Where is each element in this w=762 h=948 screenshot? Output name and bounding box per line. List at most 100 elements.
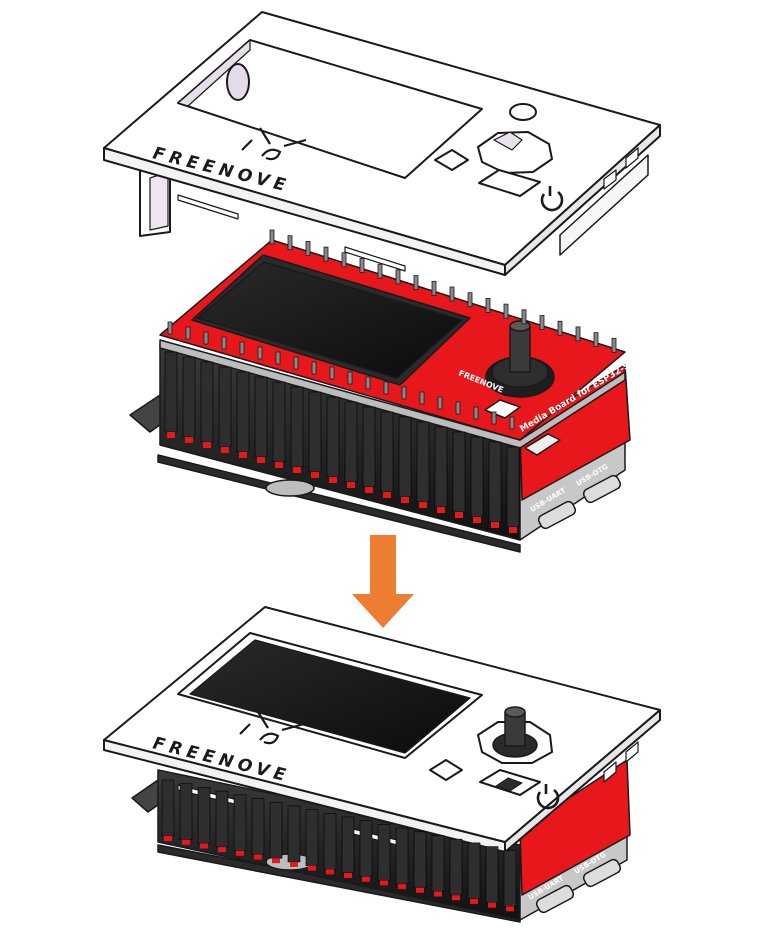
header-slot-pin xyxy=(239,452,247,458)
header-slot xyxy=(200,361,214,443)
header-pin xyxy=(167,321,173,335)
header-slot-pin xyxy=(437,507,445,513)
header-slot-pin xyxy=(275,462,283,468)
header-slot-pin xyxy=(470,898,478,904)
header-slot-pin xyxy=(203,442,211,448)
header-pin xyxy=(383,381,389,395)
header-slot xyxy=(359,820,373,878)
header-slots-bottom xyxy=(161,779,517,912)
header-slot xyxy=(197,787,211,844)
header-pin xyxy=(305,240,311,256)
header-slot-pin xyxy=(311,472,319,478)
header-pin xyxy=(449,286,455,302)
header-slot-pin xyxy=(488,902,496,908)
header-slot-pin xyxy=(182,839,190,845)
header-slot-pin xyxy=(347,482,355,488)
header-slot xyxy=(506,446,520,528)
header-slot-pin xyxy=(329,477,337,483)
header-pin xyxy=(491,411,497,425)
header-slot xyxy=(452,431,466,513)
header-pin xyxy=(431,280,437,296)
header-slot xyxy=(215,790,229,848)
header-slot xyxy=(467,842,481,900)
header-slot xyxy=(305,809,319,866)
header-slot xyxy=(287,805,301,863)
header-slot-pin xyxy=(509,527,517,533)
header-pin xyxy=(575,326,581,342)
header-slots xyxy=(164,351,520,533)
header-slot xyxy=(161,779,175,837)
header-slot xyxy=(236,371,250,453)
header-slot xyxy=(503,849,517,907)
header-slot-pin xyxy=(167,432,175,438)
header-slot-pin xyxy=(293,467,301,473)
header-slot-pin xyxy=(200,843,208,849)
header-slot-pin xyxy=(344,873,352,878)
header-pin xyxy=(467,292,473,308)
header-slot xyxy=(251,798,265,855)
header-slot xyxy=(254,376,268,458)
header-slot xyxy=(323,812,337,870)
header-pin xyxy=(257,346,263,360)
header-slot xyxy=(182,356,196,438)
header-slot xyxy=(380,411,394,493)
header-pin xyxy=(359,258,365,273)
header-slot-pin xyxy=(257,457,265,463)
header-slot-pin xyxy=(419,502,427,508)
header-slot-pin xyxy=(416,887,424,893)
header-slot-pin xyxy=(473,517,481,523)
header-slot-pin xyxy=(326,869,334,875)
header-slot xyxy=(413,831,427,889)
power-icon xyxy=(540,186,564,212)
header-slot xyxy=(344,401,358,483)
header-pin xyxy=(509,416,515,430)
header-pin xyxy=(203,331,209,345)
header-pin xyxy=(419,391,425,405)
header-slot-pin xyxy=(290,861,298,867)
header-slot xyxy=(431,835,445,892)
header-slot xyxy=(233,794,247,852)
header-slot-pin xyxy=(308,865,316,871)
header-slot-pin xyxy=(455,512,463,518)
header-slot xyxy=(164,351,178,433)
header-slot xyxy=(179,783,193,841)
header-pin xyxy=(365,376,371,390)
header-slot xyxy=(398,416,412,498)
header-pin xyxy=(395,269,401,285)
header-pin xyxy=(521,309,527,325)
freenove-logo-icon xyxy=(239,711,305,745)
header-slot-pin xyxy=(401,497,409,503)
assembled-device xyxy=(103,606,661,923)
header-slot xyxy=(341,816,355,874)
header-slot-pin xyxy=(452,895,460,901)
header-slot xyxy=(485,846,499,903)
header-slot xyxy=(362,406,376,488)
header-slot xyxy=(290,386,304,468)
header-slot-pin xyxy=(254,854,262,860)
header-pins-top xyxy=(167,229,617,430)
header-slot xyxy=(434,426,448,508)
header-pin xyxy=(485,297,491,313)
header-slot xyxy=(308,391,322,473)
header-slot-pin xyxy=(365,487,373,493)
header-slot xyxy=(272,381,286,463)
header-pin xyxy=(539,315,545,330)
header-pin xyxy=(287,235,293,251)
header-pin xyxy=(377,263,383,279)
header-pin xyxy=(557,320,563,336)
header-slot-pin xyxy=(164,836,172,841)
header-pin xyxy=(341,252,347,268)
header-pin xyxy=(473,406,479,420)
header-slot-pin xyxy=(221,447,229,453)
header-pin xyxy=(593,332,599,348)
arrow-down-icon xyxy=(352,535,414,628)
header-pin xyxy=(455,401,461,415)
header-pin xyxy=(401,386,407,400)
header-slot-pin xyxy=(383,492,391,498)
header-slot xyxy=(326,396,340,478)
header-pin xyxy=(611,337,617,353)
header-pin xyxy=(185,326,191,340)
header-slot xyxy=(395,827,409,885)
